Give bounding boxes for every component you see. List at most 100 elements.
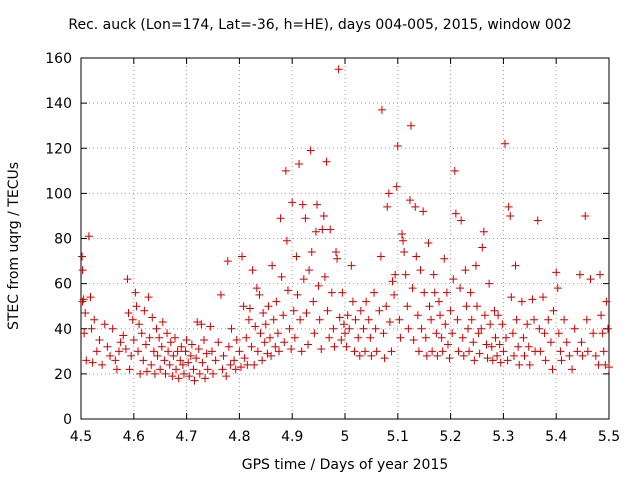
data-point — [577, 338, 586, 347]
data-point — [601, 360, 610, 369]
data-point — [445, 354, 454, 363]
data-point — [477, 324, 486, 333]
data-point — [136, 369, 145, 378]
x-tick-label: 4.7 — [175, 429, 197, 445]
data-point — [103, 342, 112, 351]
data-point — [535, 324, 544, 333]
data-point — [178, 360, 187, 369]
data-point — [81, 308, 90, 317]
data-point — [288, 198, 297, 207]
data-point — [231, 365, 240, 374]
data-point — [174, 374, 183, 383]
data-point — [391, 270, 400, 279]
x-tick-label: 5.4 — [545, 429, 567, 445]
data-point — [511, 261, 520, 270]
data-point — [384, 189, 393, 198]
data-point — [201, 374, 210, 383]
data-point — [279, 311, 288, 320]
data-point — [419, 207, 428, 216]
data-point — [338, 288, 347, 297]
y-axis-label: STEC from uqrg / TECUs — [6, 161, 22, 331]
data-point — [235, 347, 244, 356]
data-point — [219, 351, 228, 360]
data-point — [603, 324, 612, 333]
data-point — [82, 356, 91, 365]
y-tick-label: 0 — [63, 412, 72, 428]
data-point — [432, 329, 441, 338]
data-point — [156, 365, 165, 374]
data-point — [123, 275, 132, 284]
data-point — [480, 311, 489, 320]
data-point — [198, 358, 207, 367]
data-point — [362, 297, 371, 306]
data-point — [398, 229, 407, 238]
data-point — [216, 290, 225, 299]
data-point — [506, 211, 515, 220]
data-point — [247, 342, 256, 351]
data-point — [88, 358, 97, 367]
data-point — [486, 320, 495, 329]
data-points — [78, 65, 613, 385]
data-point — [243, 360, 252, 369]
data-point — [461, 266, 470, 275]
data-point — [515, 360, 524, 369]
data-point — [176, 356, 185, 365]
data-point — [131, 288, 140, 297]
data-point — [562, 338, 571, 347]
data-point — [313, 200, 322, 209]
data-point — [596, 270, 605, 279]
data-point — [429, 270, 438, 279]
data-point — [78, 252, 87, 261]
data-point — [499, 347, 508, 356]
data-point — [546, 338, 555, 347]
data-point — [244, 315, 253, 324]
data-point — [354, 333, 363, 342]
data-point — [187, 340, 196, 349]
data-point — [528, 295, 537, 304]
y-tick-label: 120 — [45, 141, 72, 157]
data-point — [190, 376, 199, 385]
data-point — [442, 288, 451, 297]
data-point — [200, 336, 209, 345]
x-tick-label: 5.5 — [598, 429, 620, 445]
data-point — [578, 351, 587, 360]
grid-lines — [81, 58, 609, 419]
data-point — [553, 284, 562, 293]
data-point — [92, 347, 101, 356]
data-point — [112, 365, 121, 374]
data-point — [194, 345, 203, 354]
data-point — [355, 351, 364, 360]
data-point — [230, 356, 239, 365]
data-point — [149, 347, 158, 356]
data-point — [385, 317, 394, 326]
data-point — [475, 349, 484, 358]
data-point — [157, 342, 166, 351]
data-point — [524, 342, 533, 351]
data-point — [530, 315, 539, 324]
data-point — [248, 266, 257, 275]
data-point — [111, 356, 120, 365]
data-point — [400, 248, 409, 257]
data-point — [517, 297, 526, 306]
data-point — [292, 252, 301, 261]
data-point — [106, 351, 115, 360]
data-point — [78, 297, 87, 306]
data-point — [301, 214, 310, 223]
data-point — [591, 351, 600, 360]
data-point — [253, 347, 262, 356]
data-point — [466, 288, 475, 297]
data-point — [482, 340, 491, 349]
data-point — [474, 329, 483, 338]
data-point — [227, 324, 236, 333]
data-point — [347, 261, 356, 270]
data-point — [605, 363, 613, 372]
data-point — [145, 333, 154, 342]
y-tick-label: 100 — [45, 186, 72, 202]
data-point — [379, 329, 388, 338]
data-point — [503, 356, 512, 365]
data-point — [508, 329, 517, 338]
data-point — [560, 315, 569, 324]
data-point — [172, 365, 181, 374]
data-point — [78, 266, 87, 275]
data-point — [350, 347, 359, 356]
